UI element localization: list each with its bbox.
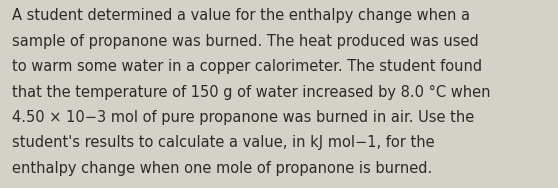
Text: 4.50 × 10−3 mol of pure propanone was burned in air. Use the: 4.50 × 10−3 mol of pure propanone was bu… xyxy=(12,110,474,125)
Text: enthalpy change when one mole of propanone is burned.: enthalpy change when one mole of propano… xyxy=(12,161,432,176)
Text: student's results to calculate a value, in kJ mol−1, for the: student's results to calculate a value, … xyxy=(12,135,435,150)
Text: A student determined a value for the enthalpy change when a: A student determined a value for the ent… xyxy=(12,8,470,24)
Text: that the temperature of 150 g of water increased by 8.0 °C when: that the temperature of 150 g of water i… xyxy=(12,85,491,100)
Text: sample of propanone was burned. The heat produced was used: sample of propanone was burned. The heat… xyxy=(12,34,479,49)
Text: to warm some water in a copper calorimeter. The student found: to warm some water in a copper calorimet… xyxy=(12,59,483,74)
